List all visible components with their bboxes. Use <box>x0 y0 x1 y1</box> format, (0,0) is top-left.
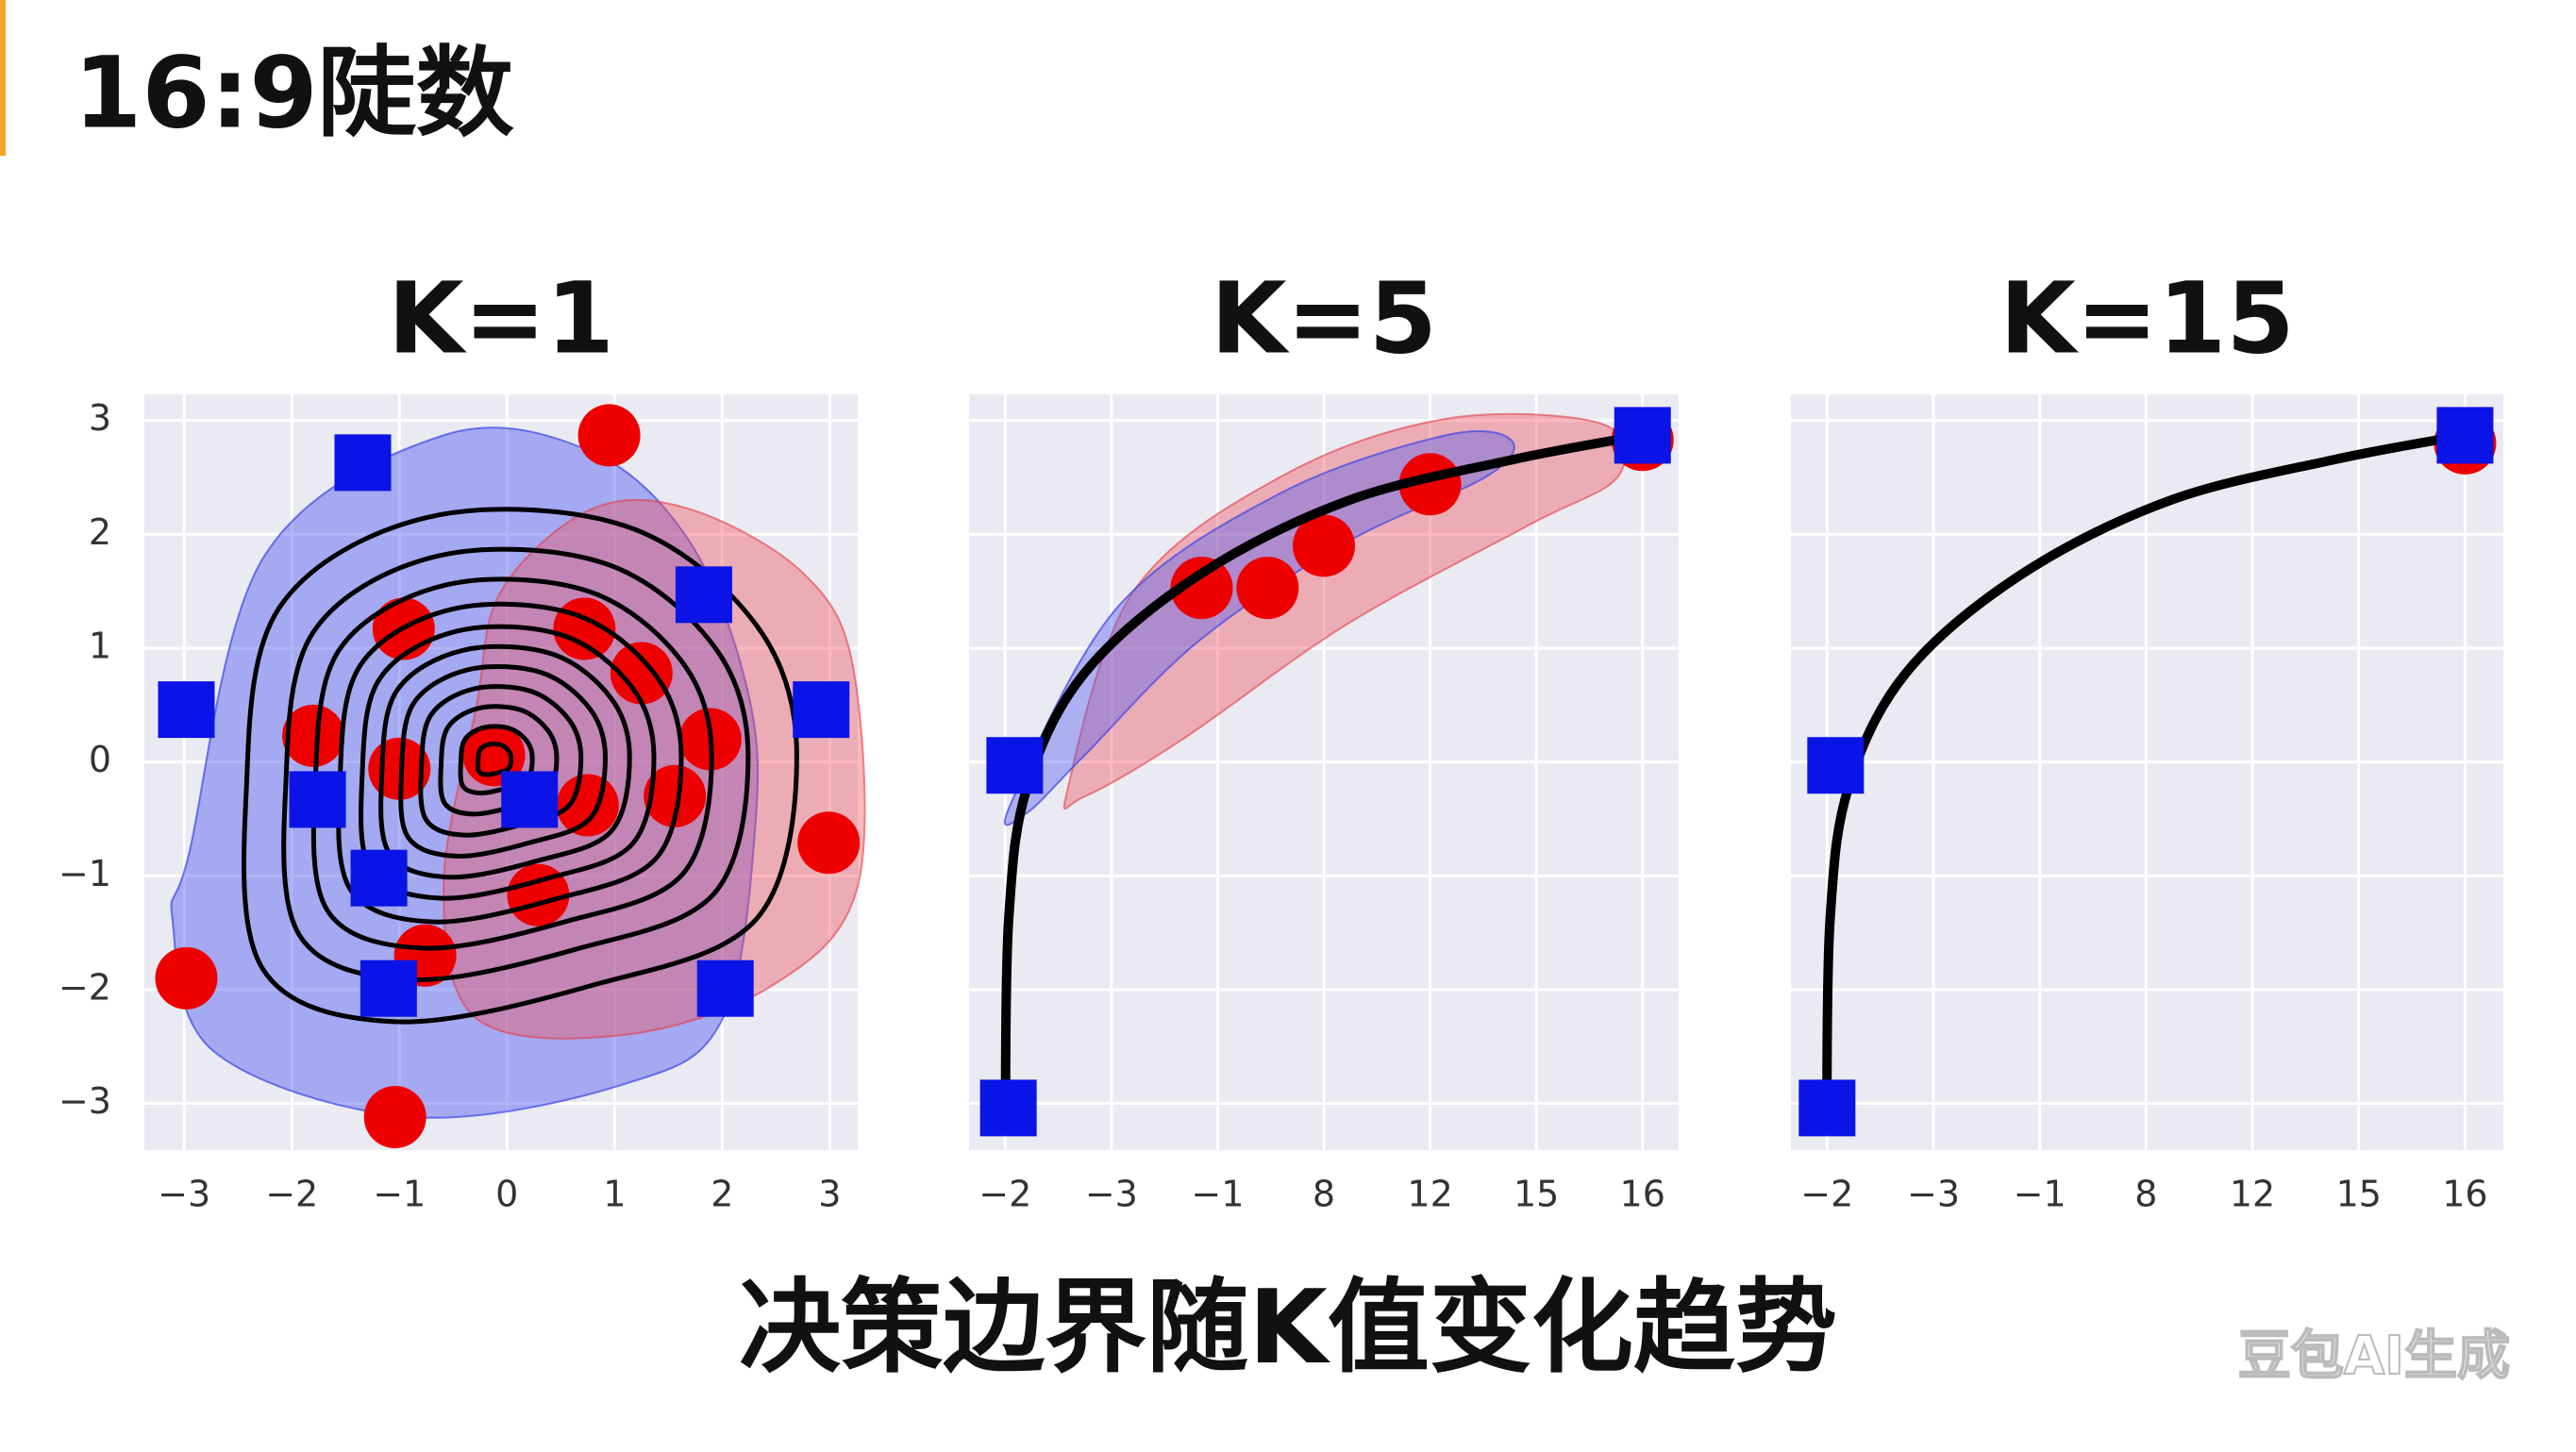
x-tick-label: 8 <box>2134 1174 2157 1215</box>
x-tick-label: 12 <box>2230 1174 2275 1215</box>
square-point <box>2436 407 2494 464</box>
square-points <box>158 434 850 1017</box>
x-tick-label: −2 <box>979 1174 1031 1215</box>
boundaries <box>1821 430 2469 1114</box>
red-region <box>1062 412 1628 810</box>
y-tick-label: −2 <box>59 966 111 1008</box>
chart-panel: K=15 −2 −3 −1 8 12 15 16 <box>1791 260 2503 1215</box>
square-point <box>1614 407 1671 464</box>
x-tick-label: 12 <box>1407 1174 1452 1215</box>
contour-line <box>475 741 514 777</box>
contour-line <box>358 624 657 901</box>
x-tick-label: −2 <box>265 1174 318 1215</box>
circle-point <box>282 704 345 767</box>
square-point <box>360 960 417 1017</box>
y-tick-label: −1 <box>59 853 111 894</box>
circle-point <box>1398 453 1462 516</box>
circle-point <box>797 811 861 875</box>
x-tick-label: −2 <box>1800 1174 1853 1215</box>
chart-title: K=1 <box>388 260 614 376</box>
x-tick-label: 15 <box>1514 1174 1559 1215</box>
points <box>155 404 861 1149</box>
square-point <box>696 960 754 1017</box>
boundary-curve <box>1000 430 1648 1114</box>
y-tick-label: −3 <box>59 1080 111 1122</box>
square-points <box>1798 407 2494 1137</box>
x-tick-label: 2 <box>711 1174 733 1215</box>
square-point <box>986 737 1044 794</box>
square-point <box>350 849 408 907</box>
contour-line <box>458 724 535 796</box>
circle-point <box>556 774 619 837</box>
square-point <box>979 1079 1037 1137</box>
x-tick-label: −1 <box>373 1174 426 1215</box>
chart-title: K=5 <box>1211 260 1437 376</box>
contour-line <box>242 507 799 1025</box>
x-tick-label: −1 <box>2014 1174 2066 1215</box>
x-tick-label: 3 <box>818 1174 841 1215</box>
square-point <box>1807 737 1865 794</box>
x-tick-label: −3 <box>1907 1174 1960 1215</box>
circle-point <box>610 642 673 705</box>
x-tick-label: −1 <box>1191 1174 1244 1215</box>
circle-point <box>1170 557 1233 620</box>
square-points <box>979 407 1671 1137</box>
contour-line <box>378 643 632 880</box>
contour-line <box>418 684 584 838</box>
circle-point <box>363 1086 427 1149</box>
x-tick-label: 16 <box>1620 1174 1665 1215</box>
circle-point <box>577 404 641 467</box>
square-point <box>793 681 850 739</box>
circle-point <box>1236 557 1299 620</box>
chart-title: K=15 <box>1999 260 2294 376</box>
square-point <box>334 434 392 492</box>
contour-line <box>438 704 560 817</box>
x-tick-label: 16 <box>2442 1174 2487 1215</box>
y-tick-label: 3 <box>89 397 111 439</box>
square-point <box>289 771 346 828</box>
x-tick-label: −3 <box>1085 1174 1138 1215</box>
circle-point <box>644 764 707 827</box>
y-tick-label: 2 <box>89 511 111 553</box>
boundaries <box>1000 430 1648 1114</box>
x-tick-label: 0 <box>495 1174 518 1215</box>
circle-point <box>1293 514 1355 577</box>
circle-point <box>155 946 218 1010</box>
accent-bar <box>0 0 6 156</box>
x-tick-label: 15 <box>2336 1174 2382 1215</box>
y-tick-label: 1 <box>89 626 111 667</box>
caption: 决策边界随K值变化趋势 <box>739 1269 1837 1387</box>
x-tick-label: 1 <box>603 1174 626 1215</box>
chart-panel: K=1 −3 −2 −1 0 1 2 3 −3 −2 −1 0 1 2 3 <box>59 260 866 1215</box>
contour-line <box>398 663 608 859</box>
y-tick-label: 0 <box>89 739 111 780</box>
square-point <box>675 566 732 624</box>
circle-point <box>507 863 570 926</box>
chart-panel: K=5 −2 −3 −1 8 12 15 16 <box>969 260 1679 1215</box>
x-tick-label: −3 <box>158 1174 210 1215</box>
square-point <box>158 681 215 739</box>
boundary-curve <box>1821 430 2469 1114</box>
square-point <box>501 771 559 828</box>
page-title: 16:9陡数 <box>74 35 514 150</box>
watermark: 豆包AI生成 <box>2238 1326 2510 1387</box>
contour-line <box>336 601 684 925</box>
contour-line <box>310 576 714 951</box>
square-point <box>1798 1079 1856 1137</box>
x-tick-label: 8 <box>1313 1174 1335 1215</box>
